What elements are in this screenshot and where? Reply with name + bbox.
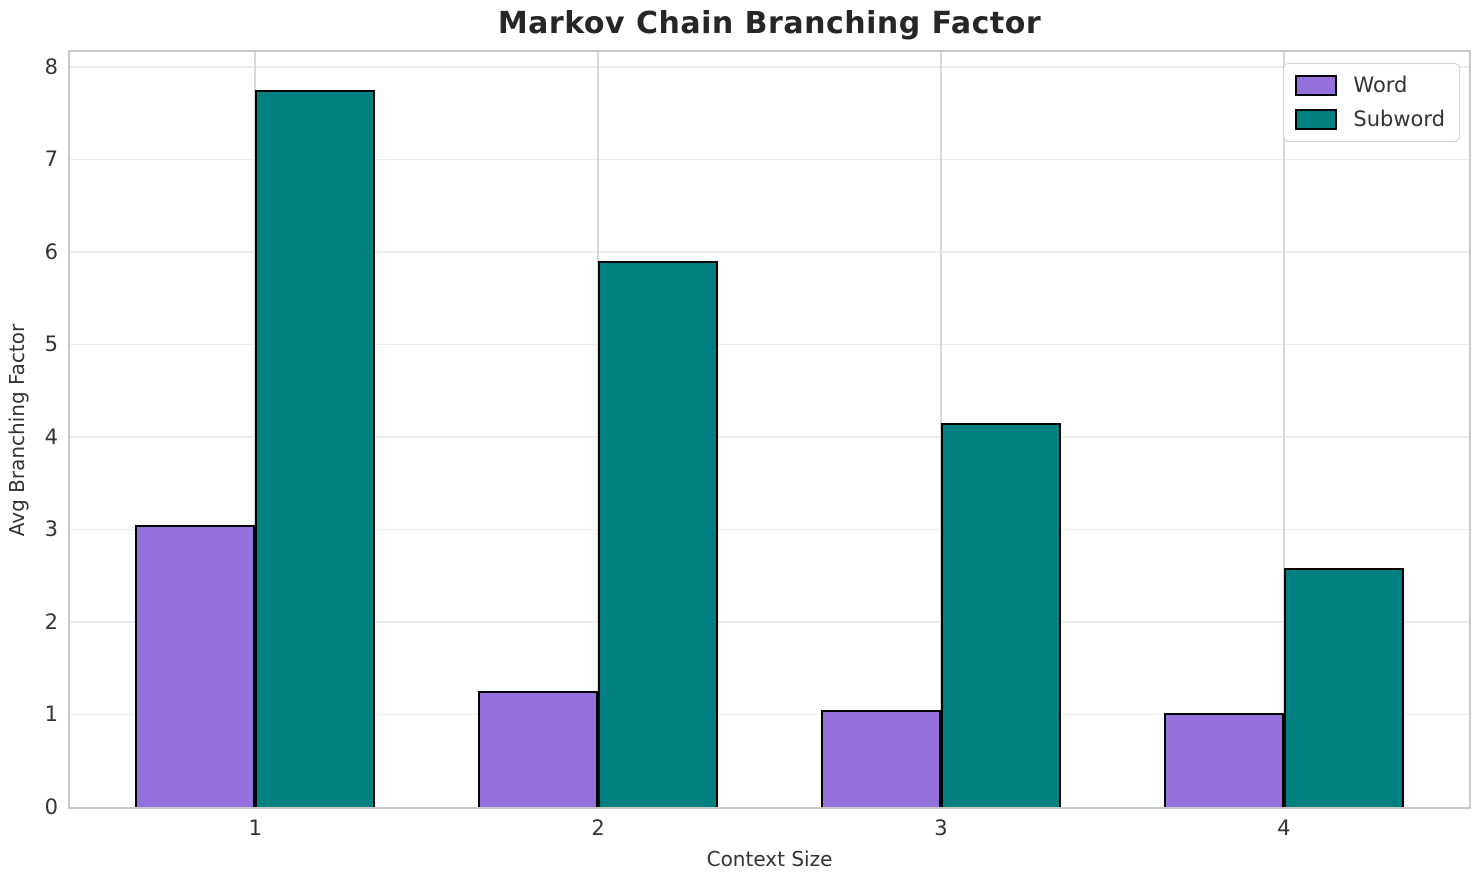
bar-word-2 bbox=[478, 691, 599, 807]
bar-subword-4 bbox=[1283, 568, 1404, 807]
h-gridline bbox=[70, 66, 1469, 68]
x-tick-label: 1 bbox=[248, 816, 262, 840]
x-axis-label: Context Size bbox=[706, 847, 833, 871]
x-tick-label: 4 bbox=[1277, 816, 1291, 840]
h-gridline bbox=[70, 343, 1469, 346]
legend-item-word: Word bbox=[1295, 73, 1445, 98]
y-tick-label: 1 bbox=[44, 702, 58, 727]
h-gridline bbox=[70, 251, 1469, 253]
y-tick-label: 3 bbox=[44, 517, 58, 542]
h-gridline bbox=[70, 436, 1469, 438]
h-gridline bbox=[70, 158, 1469, 161]
y-tick-label: 2 bbox=[44, 609, 58, 634]
v-gridline bbox=[1283, 52, 1285, 807]
bar-subword-3 bbox=[940, 423, 1061, 807]
chart-title: Markov Chain Branching Factor bbox=[497, 6, 1042, 41]
legend-swatch-subword bbox=[1295, 109, 1338, 130]
plot-area: Word Subword bbox=[70, 52, 1469, 807]
bar-subword-2 bbox=[598, 261, 719, 807]
x-tick-label: 3 bbox=[934, 816, 948, 840]
y-tick-label: 5 bbox=[44, 332, 58, 357]
bar-word-3 bbox=[820, 710, 941, 807]
legend-swatch-word bbox=[1295, 75, 1338, 96]
h-gridline bbox=[70, 621, 1469, 623]
y-tick-label: 7 bbox=[44, 147, 58, 172]
h-gridline bbox=[70, 528, 1469, 531]
y-tick-label: 8 bbox=[44, 54, 58, 79]
legend-label: Subword bbox=[1353, 107, 1445, 131]
y-tick-label: 0 bbox=[44, 795, 58, 819]
bar-word-4 bbox=[1163, 713, 1284, 807]
legend-item-subword: Subword bbox=[1295, 107, 1445, 132]
x-tick-label: 2 bbox=[591, 816, 605, 840]
bar-subword-1 bbox=[255, 90, 376, 807]
legend: Word Subword bbox=[1283, 63, 1460, 142]
bar-word-1 bbox=[135, 525, 256, 807]
y-tick-label: 6 bbox=[44, 239, 58, 264]
h-gridline bbox=[70, 713, 1469, 716]
legend-label: Word bbox=[1353, 73, 1408, 97]
y-tick-label: 4 bbox=[44, 424, 58, 449]
